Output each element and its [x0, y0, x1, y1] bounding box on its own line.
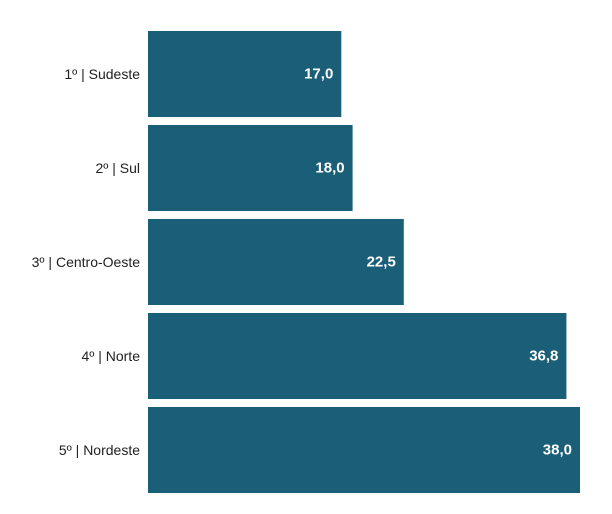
- category-label: 3º | Centro-Oeste: [32, 254, 141, 270]
- value-label: 38,0: [543, 442, 572, 459]
- category-label: 2º | Sul: [95, 160, 140, 176]
- category-label: 5º | Nordeste: [59, 442, 140, 458]
- labels-layer: 1º | Sudeste 17,0 2º | Sul 18,0 3º | Centro-…: [32, 66, 572, 459]
- value-label: 36,8: [529, 348, 558, 365]
- bars-layer: [148, 31, 580, 493]
- bar-2: [148, 125, 353, 211]
- value-label: 17,0: [304, 66, 333, 83]
- category-label: 4º | Norte: [81, 348, 140, 364]
- bar-3: [148, 219, 404, 305]
- value-label: 18,0: [315, 160, 344, 177]
- bar-4: [148, 313, 567, 399]
- bar-1: [148, 31, 342, 117]
- bar-5: [148, 407, 580, 493]
- value-label: 22,5: [367, 254, 396, 271]
- category-label: 1º | Sudeste: [64, 66, 140, 82]
